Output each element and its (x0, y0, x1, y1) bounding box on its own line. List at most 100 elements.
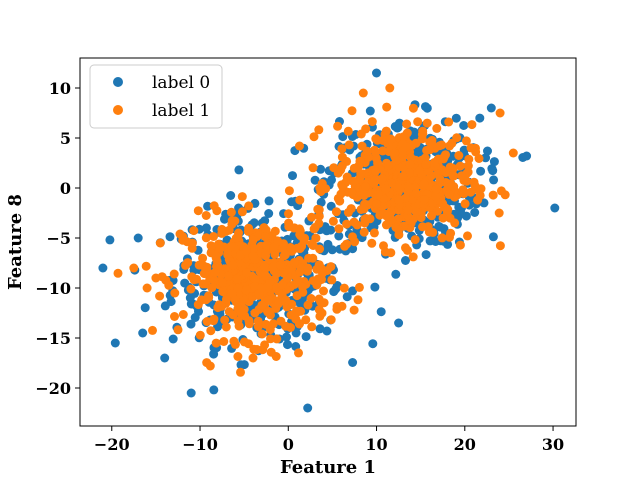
x-axis-label: Feature 1 (280, 457, 376, 478)
scatter-point-label-1 (315, 244, 325, 254)
x-tick-label: 20 (454, 435, 476, 454)
scatter-point-label-1 (326, 262, 336, 272)
scatter-point-label-1 (402, 119, 412, 129)
scatter-point-label-0 (489, 157, 499, 167)
scatter-point-label-0 (348, 286, 358, 296)
scatter-point-label-1 (284, 209, 293, 219)
scatter-point-label-0 (327, 245, 337, 255)
y-axis: −20 −15 −10 −5 0 5 10 (35, 79, 80, 398)
scatter-point-label-0 (376, 307, 386, 317)
scatter-point-label-1 (186, 284, 196, 294)
scatter-point-label-1 (198, 279, 208, 289)
legend-marker-label-0 (113, 77, 123, 87)
scatter-point-label-1 (467, 120, 477, 130)
scatter-point-label-0 (282, 332, 291, 342)
scatter-point-label-1 (418, 222, 427, 232)
scatter-point-label-1 (339, 283, 349, 293)
scatter-point-label-0 (401, 256, 410, 265)
scatter-point-label-1 (261, 225, 271, 235)
scatter-point-label-1 (260, 340, 270, 350)
scatter-point-label-1 (349, 217, 359, 227)
scatter-point-label-1 (275, 260, 285, 270)
scatter-point-label-1 (295, 141, 304, 151)
scatter-point-label-1 (410, 235, 420, 245)
scatter-point-label-1 (431, 192, 441, 202)
scatter-point-label-1 (178, 310, 188, 319)
y-axis-label: Feature 8 (5, 194, 26, 290)
y-tick-label: −15 (35, 329, 71, 348)
scatter-point-label-1 (206, 326, 216, 336)
scatter-point-label-1 (237, 207, 247, 217)
scatter-point-label-1 (276, 316, 286, 326)
scatter-point-label-1 (359, 204, 369, 214)
scatter-point-label-1 (286, 243, 296, 253)
scatter-point-label-1 (411, 189, 421, 198)
scatter-point-label-1 (414, 166, 424, 176)
scatter-point-label-1 (437, 233, 447, 243)
scatter-point-label-0 (470, 208, 480, 217)
scatter-point-label-1 (277, 280, 287, 290)
scatter-point-label-1 (381, 126, 391, 136)
scatter-point-label-0 (326, 225, 336, 235)
scatter-point-label-1 (343, 207, 353, 217)
scatter-point-label-1 (435, 141, 445, 151)
scatter-point-label-1 (248, 353, 258, 363)
scatter-point-label-1 (448, 171, 458, 180)
scatter-point-label-1 (224, 225, 234, 235)
scatter-point-label-1 (151, 273, 161, 283)
scatter-point-label-1 (431, 184, 441, 194)
scatter-point-label-1 (405, 159, 415, 169)
scatter-point-label-0 (365, 106, 375, 116)
scatter-point-label-1 (228, 310, 238, 320)
scatter-point-label-1 (232, 274, 242, 284)
scatter-point-label-1 (286, 323, 295, 332)
scatter-point-label-1 (378, 146, 388, 156)
scatter-point-label-1 (422, 118, 432, 128)
scatter-point-label-1 (220, 315, 230, 325)
scatter-point-label-1 (327, 275, 337, 285)
scatter-point-label-1 (361, 182, 370, 191)
scatter-point-label-1 (211, 338, 221, 348)
scatter-point-label-1 (142, 283, 152, 293)
scatter-point-label-0 (488, 166, 498, 176)
scatter-point-label-1 (312, 280, 322, 290)
scatter-point-label-1 (201, 211, 211, 220)
scatter-point-label-1 (189, 226, 199, 236)
scatter-point-label-0 (301, 332, 311, 342)
scatter-point-label-1 (441, 150, 450, 160)
legend-label-1: label 1 (152, 101, 210, 121)
scatter-point-label-1 (332, 304, 342, 314)
scatter-point-label-1 (242, 246, 251, 256)
scatter-point-label-1 (314, 294, 324, 304)
scatter-point-label-1 (252, 345, 262, 354)
scatter-point-label-1 (344, 140, 354, 150)
scatter-point-label-1 (257, 300, 267, 310)
scatter-point-label-0 (368, 221, 378, 231)
scatter-point-label-1 (272, 334, 282, 344)
scatter-point-label-1 (314, 125, 324, 135)
scatter-point-label-1 (494, 208, 504, 218)
y-tick-label: −20 (35, 379, 71, 398)
scatter-point-label-1 (356, 129, 366, 139)
scatter-point-label-1 (496, 186, 506, 196)
scatter-point-label-1 (243, 226, 253, 236)
scatter-point-label-1 (295, 244, 305, 254)
scatter-point-label-0 (331, 284, 341, 294)
scatter-point-label-1 (281, 295, 291, 305)
scatter-point-label-0 (370, 282, 380, 292)
scatter-point-label-0 (288, 171, 297, 181)
y-tick-label: 5 (60, 129, 71, 148)
scatter-point-label-0 (209, 385, 219, 395)
scatter-point-label-1 (385, 83, 395, 93)
scatter-point-label-1 (264, 295, 274, 304)
scatter-point-label-1 (381, 184, 391, 194)
scatter-point-label-1 (129, 263, 139, 273)
scatter-point-label-1 (459, 189, 469, 199)
scatter-point-label-1 (209, 314, 219, 324)
scatter-point-label-0 (140, 303, 150, 313)
scatter-point-label-1 (234, 321, 244, 331)
scatter-point-label-1 (421, 160, 431, 169)
scatter-point-label-1 (435, 174, 445, 184)
scatter-point-label-0 (201, 223, 211, 233)
scatter-point-label-1 (425, 145, 435, 155)
